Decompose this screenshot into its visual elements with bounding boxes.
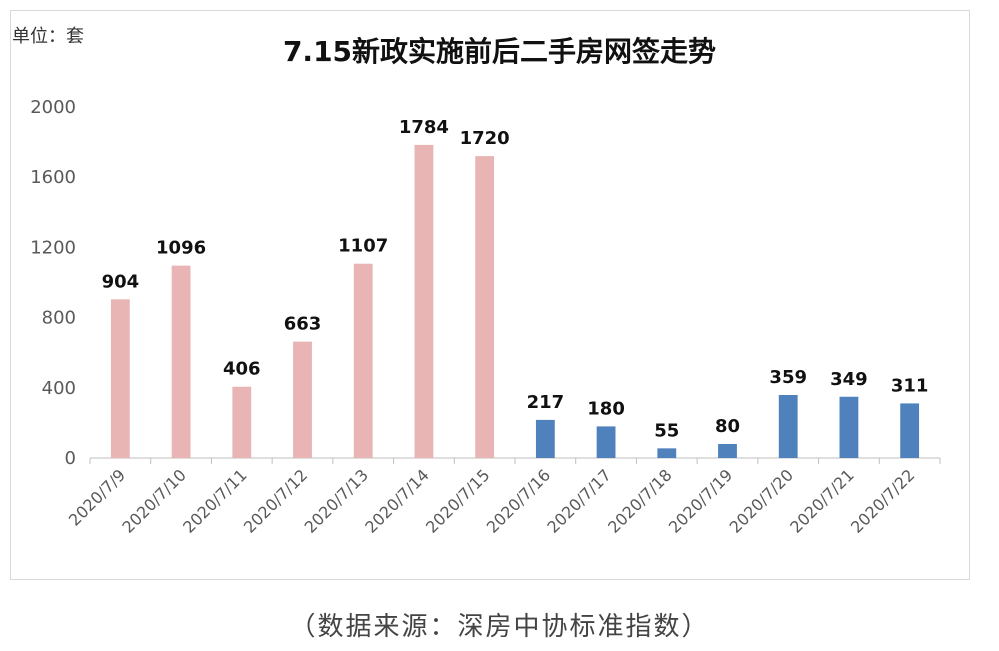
x-tick-label: 2020/7/21 — [786, 465, 857, 536]
data-label: 180 — [587, 398, 625, 419]
data-label: 1096 — [156, 238, 206, 259]
y-tick-label: 800 — [42, 308, 76, 329]
data-label: 406 — [223, 359, 261, 380]
x-tick-label: 2020/7/9 — [65, 465, 129, 529]
x-tick-label: 2020/7/10 — [118, 465, 189, 536]
bar — [657, 448, 677, 458]
data-label: 55 — [654, 420, 679, 441]
bar — [232, 386, 252, 458]
data-label: 349 — [830, 369, 868, 390]
y-tick-label: 400 — [42, 378, 76, 399]
bar — [535, 419, 555, 458]
bar — [110, 299, 130, 458]
x-tick-label: 2020/7/16 — [483, 465, 554, 536]
bar — [353, 263, 373, 458]
bar — [778, 394, 798, 458]
y-tick-label: 1200 — [30, 237, 76, 258]
bar — [900, 403, 920, 458]
x-tick-label: 2020/7/15 — [422, 465, 493, 536]
bar — [718, 443, 737, 458]
x-tick-label: 2020/7/20 — [726, 465, 797, 536]
data-label: 359 — [769, 367, 807, 388]
y-tick-label: 2000 — [30, 97, 76, 118]
y-tick-label: 1600 — [30, 167, 76, 188]
x-tick-label: 2020/7/19 — [665, 465, 736, 536]
x-tick-label: 2020/7/13 — [301, 465, 372, 536]
bar — [414, 144, 434, 458]
bar — [839, 396, 859, 458]
x-tick-label: 2020/7/11 — [179, 465, 250, 536]
data-label: 663 — [284, 314, 322, 335]
bar-chart: 0 400 800 1200 1600 2000 904 2020/7/9 1096 2020/7… — [30, 97, 941, 537]
data-label: 1720 — [460, 128, 510, 149]
unit-label: 单位：套 — [12, 26, 84, 47]
bar — [293, 341, 312, 458]
x-tick-label: 2020/7/18 — [604, 465, 675, 536]
y-tick-label: 0 — [65, 448, 76, 469]
data-label: 904 — [102, 271, 140, 292]
x-tick-label: 2020/7/12 — [240, 465, 311, 536]
data-label: 217 — [527, 392, 565, 413]
data-label: 80 — [715, 416, 740, 437]
data-label: 1107 — [338, 236, 388, 257]
x-tick-label: 2020/7/17 — [543, 465, 614, 536]
chart-title: 7.15新政实施前后二手房网签走势 — [282, 35, 717, 68]
bar — [171, 265, 191, 458]
bar — [596, 426, 616, 458]
data-label: 1784 — [399, 117, 449, 138]
source-note: （数据来源：深房中协标准指数） — [289, 612, 710, 642]
bar — [475, 156, 495, 458]
x-tick-label: 2020/7/22 — [847, 465, 918, 536]
x-tick-label: 2020/7/14 — [361, 465, 432, 536]
data-label: 311 — [891, 375, 929, 396]
